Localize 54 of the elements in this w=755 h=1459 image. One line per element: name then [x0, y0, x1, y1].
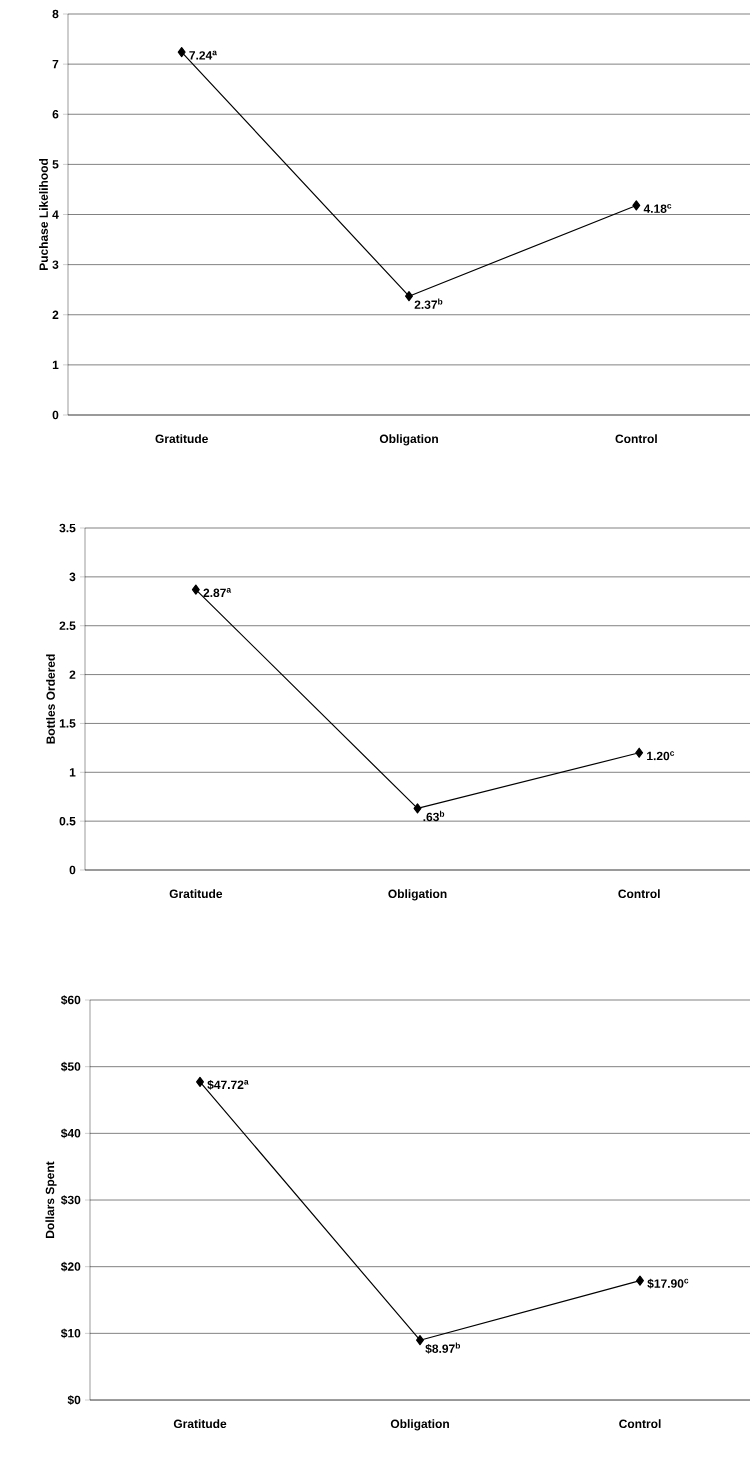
data-label: $47.72$^{a}$: [207, 1079, 249, 1090]
y-tick-label: 3: [52, 260, 59, 269]
x-tick-label: Gratitude: [155, 434, 208, 444]
y-tick-label: 3: [69, 572, 76, 582]
data-label: $17.90$^{c}$: [647, 1278, 689, 1289]
y-tick-label: $10: [60, 1328, 81, 1339]
data-label: $8.97$^{b}$: [425, 1342, 461, 1354]
x-tick-label: Control: [615, 434, 657, 444]
point: [177, 46, 186, 58]
x-tick-label: Gratitude: [173, 1419, 227, 1429]
y-tick-label: 1: [52, 360, 59, 370]
x-tick-label: Control: [619, 1419, 661, 1429]
data-label: 4.18$^{c}$: [643, 204, 672, 213]
point: [635, 747, 644, 758]
y-tick-label: 6: [52, 110, 59, 119]
y-tick-label: 7: [52, 60, 59, 69]
y-tick-label: 2: [52, 310, 59, 319]
x-tick-label: Obligation: [390, 1419, 449, 1431]
y-tick-label: 8: [52, 9, 59, 19]
point: [405, 291, 413, 302]
y-tick-label: 4: [52, 210, 59, 219]
point: [632, 200, 641, 211]
data-label: 2.37$^{b}$: [414, 298, 443, 309]
y-tick-label: $50: [60, 1061, 81, 1072]
x-tick-label: Control: [618, 889, 660, 899]
y-tick-label: $40: [60, 1128, 81, 1139]
y-tick-label: 0: [52, 410, 59, 420]
data-label: .63$^{b}$: [423, 810, 445, 822]
x-tick-label: Obligation: [379, 434, 438, 446]
data-label: 2.87$^{a}$: [203, 588, 232, 598]
y-axis-title: Puchase Likelihood: [39, 158, 48, 271]
y-tick-label: $60: [60, 995, 81, 1005]
x-tick-label: Gratitude: [169, 889, 223, 899]
point: [636, 1275, 644, 1286]
y-tick-label: 3.5: [59, 523, 76, 533]
y-tick-label: $30: [60, 1195, 81, 1205]
x-tick-label: Obligation: [388, 889, 447, 901]
data-label: 7.24$^{a}$: [189, 50, 217, 60]
y-tick-label: 0: [69, 865, 76, 875]
y-tick-label: 2: [69, 670, 76, 679]
y-tick-label: $0: [67, 1395, 81, 1405]
y-axis-title: Dollars Spent: [45, 1161, 57, 1238]
y-tick-label: 0.5: [59, 816, 76, 826]
point: [416, 1335, 424, 1346]
point: [191, 584, 200, 595]
y-tick-label: 1.5: [59, 719, 76, 728]
y-tick-label: 1: [69, 768, 76, 777]
data-label: 1.20$^{c}$: [647, 751, 675, 761]
point: [196, 1076, 204, 1087]
y-axis-title: Bottles Ordered: [46, 654, 55, 744]
y-tick-label: 2.5: [59, 621, 76, 630]
y-tick-label: $20: [60, 1261, 81, 1272]
y-tick-label: 5: [52, 160, 59, 169]
point: [413, 803, 422, 814]
